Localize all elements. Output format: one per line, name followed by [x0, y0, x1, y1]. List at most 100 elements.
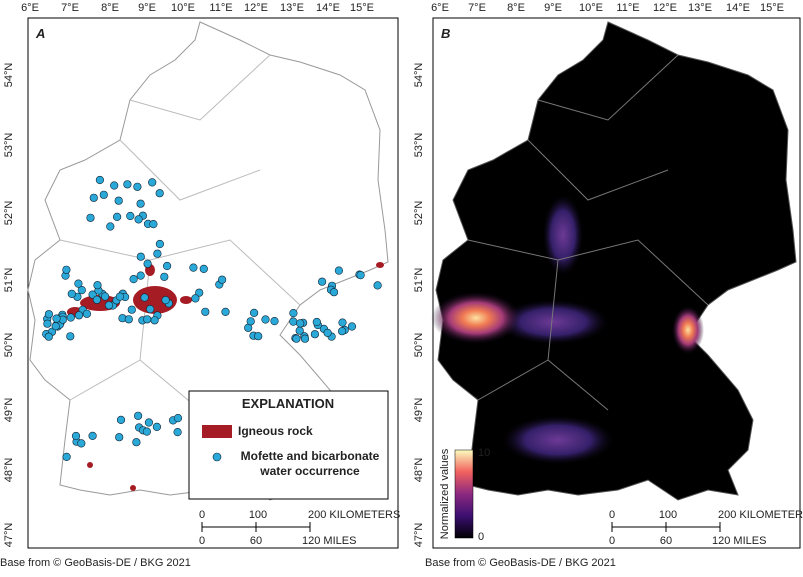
colorbar — [454, 449, 474, 539]
occurrence-point — [318, 277, 327, 286]
panel-a: A EXPLANATION Igneous rock Mofette and b… — [27, 17, 399, 549]
occurrence-point — [338, 327, 347, 336]
occurrence-point — [221, 307, 230, 317]
latitude-label: 48°N — [3, 458, 15, 483]
occurrence-point — [124, 315, 133, 324]
occurrence-point — [296, 319, 305, 328]
panel-b: B Normalized values 10 0 — [431, 17, 801, 549]
occurrence-point — [134, 215, 143, 224]
longitude-label: 7°E — [61, 2, 79, 14]
occurrence-point — [246, 317, 255, 326]
scale-km-label: 200 KILOMETERS — [718, 509, 803, 521]
scale-km-label: 0 — [609, 509, 615, 521]
longitude-label: 12°E — [244, 2, 268, 14]
occurrence-point — [123, 180, 132, 189]
latitude-label: 48°N — [413, 458, 425, 483]
occurrence-point — [373, 281, 382, 290]
colorbar-min: 0 — [478, 531, 484, 543]
latitude-label: 50°N — [3, 333, 15, 358]
occurrence-point — [144, 418, 153, 427]
occurrence-point — [74, 279, 83, 288]
occurrence-point — [142, 427, 151, 436]
occurrence-point — [195, 288, 204, 297]
occurrence-point — [261, 315, 270, 324]
occurrence-point — [89, 193, 98, 202]
occurrence-point — [92, 295, 101, 304]
longitude-label: 13°E — [280, 2, 304, 14]
occurrence-point — [289, 309, 298, 318]
occurrence-point — [77, 439, 86, 448]
legend-label: Igneous rock — [238, 424, 313, 438]
occurrence-point — [116, 415, 126, 425]
latitude-label: 52°N — [413, 201, 425, 226]
scale-mile-label: 120 MILES — [712, 535, 766, 547]
scale-km-label: 100 — [659, 509, 677, 521]
occurrence-point — [254, 332, 263, 341]
longitude-label: 6°E — [21, 2, 39, 14]
occurrence-point — [136, 252, 145, 261]
occurrence-point — [86, 213, 95, 222]
latitude-label: 52°N — [3, 201, 15, 226]
occurrence-point — [323, 328, 332, 338]
legend-label: Mofette and bicarbonate water occurrence — [240, 449, 380, 478]
occurrence-point — [66, 332, 75, 341]
occurrence-point — [66, 313, 75, 322]
latitude-label: 54°N — [3, 63, 15, 88]
longitude-label: 15°E — [350, 2, 374, 14]
scale-km-label: 100 — [249, 509, 267, 521]
occurrence-point — [161, 296, 170, 305]
longitude-label: 13°E — [688, 2, 712, 14]
scale-mile-label: 0 — [609, 535, 615, 547]
occurrence-point — [112, 212, 122, 221]
occurrence-point — [310, 330, 320, 339]
latitude-label: 49°N — [413, 398, 425, 423]
occurrence-point — [173, 428, 182, 437]
longitude-label: 9°E — [138, 2, 156, 14]
occurrence-point — [136, 199, 145, 208]
occurrence-point — [100, 292, 110, 301]
occurrence-point — [347, 322, 357, 331]
legend-box — [188, 390, 389, 500]
longitude-label: 15°E — [760, 2, 784, 14]
occurrence-point — [44, 310, 54, 319]
colorbar-title: Normalized values — [439, 448, 451, 539]
credit: Base from © GeoBasis-DE / BKG 2021 — [425, 557, 616, 569]
heatmap — [431, 195, 704, 464]
occurrence-point — [149, 220, 158, 229]
latitude-label: 51°N — [413, 268, 425, 293]
longitude-label: 7°E — [468, 2, 486, 14]
latitude-label: 53°N — [413, 133, 425, 158]
occurrence-point — [74, 311, 84, 320]
occurrence-point — [312, 317, 321, 327]
legend-symbol — [212, 452, 222, 462]
occurrence-point — [62, 265, 71, 274]
longitude-label: 6°E — [431, 2, 449, 14]
occurrence-point — [160, 272, 169, 281]
occurrence-point — [140, 293, 149, 302]
occurrence-point — [106, 222, 115, 231]
occurrence-point — [67, 289, 76, 299]
latitude-label: 50°N — [413, 333, 425, 358]
occurrence-point — [143, 315, 152, 324]
occurrence-point — [115, 433, 124, 442]
longitude-label: 8°E — [507, 2, 525, 14]
scale-km-label: 0 — [199, 509, 205, 521]
occurrence-point — [52, 314, 61, 323]
occurrence-point — [218, 275, 227, 284]
occurrence-point — [77, 286, 86, 295]
occurrence-point — [163, 261, 172, 271]
occurrence-point — [43, 319, 52, 328]
occurrence-point — [104, 301, 114, 310]
longitude-label: 14°E — [726, 2, 750, 14]
occurrence-point — [51, 322, 60, 331]
scale-mile-label: 0 — [199, 535, 205, 547]
legend-title: EXPLANATION — [242, 396, 334, 411]
colorbar-max: 10 — [478, 447, 490, 459]
longitude-label: 10°E — [171, 2, 195, 14]
scale-mile-label: 60 — [250, 535, 262, 547]
latitude-label: 53°N — [3, 133, 15, 158]
occurrence-point — [148, 178, 157, 187]
occurrence-point — [126, 211, 135, 221]
longitude-label: 12°E — [653, 2, 677, 14]
